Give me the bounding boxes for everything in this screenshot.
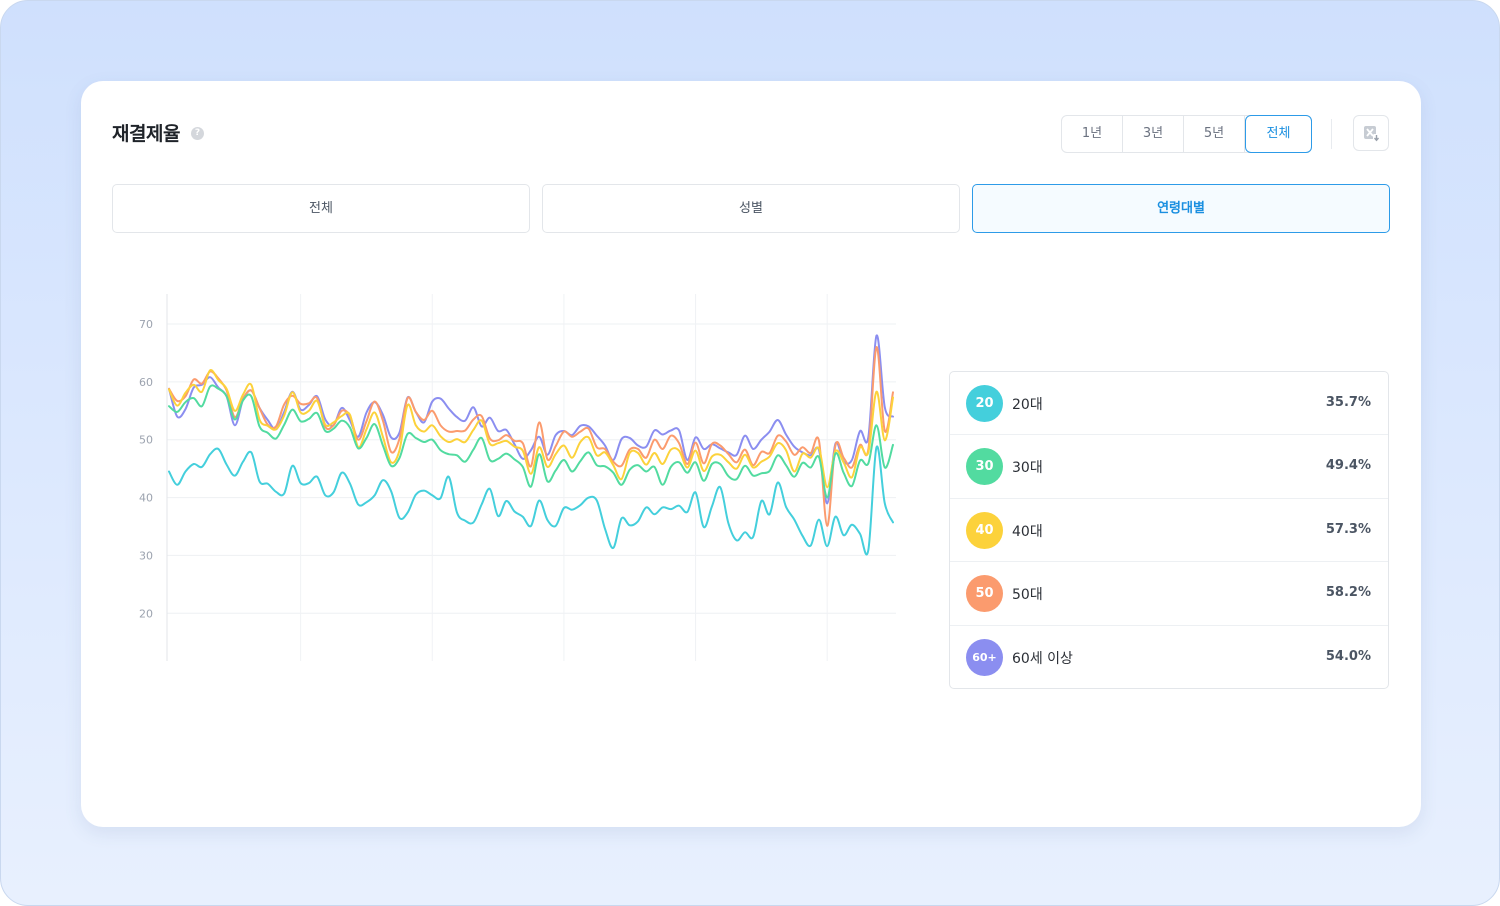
- excel-download-icon: [1364, 126, 1380, 142]
- card-title: 재결제율: [112, 123, 180, 145]
- legend-value: 54.0%: [1325, 648, 1371, 664]
- series-line-40s: [168, 369, 894, 489]
- legend-label: 60세 이상: [1012, 650, 1073, 667]
- range-button-1y[interactable]: 1년: [1062, 116, 1123, 152]
- excel-download-button[interactable]: [1353, 115, 1389, 151]
- age-legend: 20 20대 35.7% 30 30대 49.4% 40 40대 57.3% 5…: [949, 371, 1389, 689]
- legend-item-60plus[interactable]: 60+ 60세 이상 54.0%: [950, 626, 1388, 689]
- repurchase-rate-card: 재결제율 ? 1년 3년 5년 전체 전체 성별 연령대별 0102030405…: [81, 81, 1421, 827]
- range-button-3y[interactable]: 3년: [1123, 116, 1184, 152]
- legend-label: 40대: [1012, 523, 1043, 540]
- y-tick-label: 30: [139, 549, 153, 562]
- legend-value: 49.4%: [1325, 458, 1371, 474]
- legend-value: 58.2%: [1325, 585, 1371, 601]
- segment-tab-all[interactable]: 전체: [112, 184, 530, 233]
- legend-item-30s[interactable]: 30 30대 49.4%: [950, 435, 1388, 499]
- y-tick-label: 40: [139, 492, 153, 505]
- legend-label: 30대: [1012, 460, 1043, 477]
- legend-badge: 30: [966, 448, 1003, 486]
- toolbar-divider: [1331, 119, 1332, 149]
- legend-badge: 20: [966, 385, 1003, 422]
- series-line-50s: [168, 346, 894, 527]
- range-button-5y[interactable]: 5년: [1184, 116, 1245, 152]
- series-line-60plus: [168, 334, 894, 505]
- range-button-all[interactable]: 전체: [1245, 115, 1312, 153]
- legend-value: 57.3%: [1325, 521, 1371, 537]
- legend-label: 50대: [1012, 587, 1043, 604]
- line-chart: 0102030405060702018년1월2019년5월2020년9월2022…: [139, 294, 896, 661]
- y-tick-label: 20: [139, 607, 153, 620]
- legend-value: 35.7%: [1325, 395, 1371, 410]
- segment-tab-gender[interactable]: 성별: [542, 184, 960, 233]
- segment-tab-age[interactable]: 연령대별: [972, 184, 1390, 233]
- legend-item-40s[interactable]: 40 40대 57.3%: [950, 499, 1388, 563]
- y-tick-label: 50: [139, 434, 153, 447]
- period-selector: 1년 3년 5년 전체: [1061, 115, 1312, 153]
- legend-item-20s[interactable]: 20 20대 35.7%: [950, 372, 1388, 436]
- legend-badge: 50: [966, 575, 1003, 613]
- legend-label: 20대: [1012, 397, 1043, 413]
- legend-badge: 60+: [966, 638, 1003, 676]
- legend-item-50s[interactable]: 50 50대 58.2%: [950, 562, 1388, 626]
- y-tick-label: 60: [139, 376, 153, 389]
- series-line-30s: [168, 384, 894, 499]
- series-line-20s: [168, 445, 894, 556]
- y-tick-label: 70: [139, 318, 153, 331]
- legend-badge: 40: [966, 511, 1003, 549]
- question-icon[interactable]: ?: [191, 127, 204, 140]
